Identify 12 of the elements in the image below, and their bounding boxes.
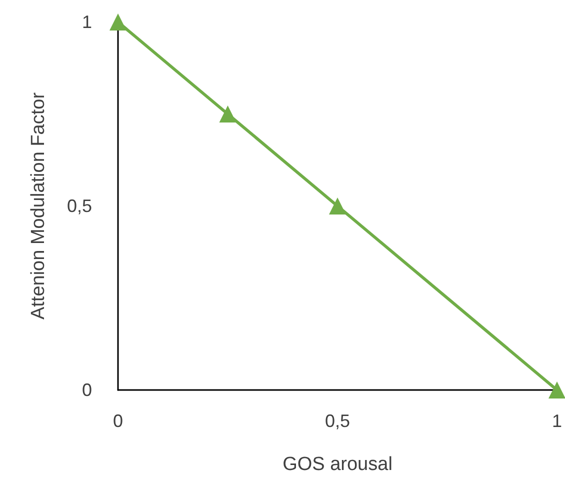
y-axis-title: Attenion Modulation Factor xyxy=(28,92,49,320)
x-axis-title: GOS arousal xyxy=(282,454,392,475)
point xyxy=(548,382,565,398)
y-tick-label: 0,5 xyxy=(66,196,92,216)
point xyxy=(110,14,126,30)
x-tick-label: 1 xyxy=(552,411,562,431)
y-tick-label: 0 xyxy=(82,380,92,400)
x-tick-label: 0,5 xyxy=(324,411,350,431)
point xyxy=(219,106,236,122)
y-tick-label: 1 xyxy=(82,12,92,32)
x-tick-label: 0 xyxy=(112,411,124,431)
point xyxy=(328,198,346,214)
